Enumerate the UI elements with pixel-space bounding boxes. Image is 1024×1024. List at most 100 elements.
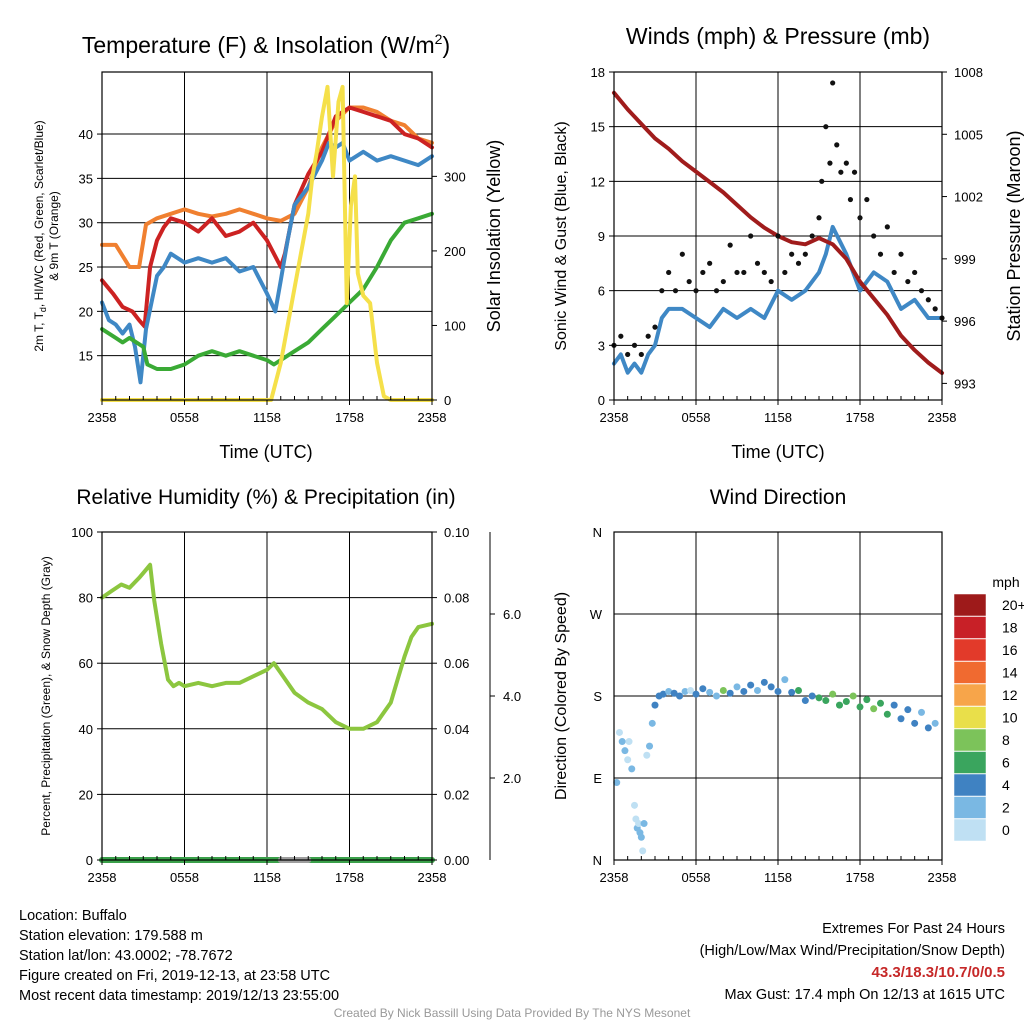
y-tick-label: 40 xyxy=(79,722,93,737)
gust-point xyxy=(843,160,849,166)
y-tick-label: 100 xyxy=(71,525,93,540)
gust-point xyxy=(847,196,854,203)
direction-point xyxy=(733,683,741,691)
y-tick-label: 6 xyxy=(598,284,605,299)
x-tick-label: 1158 xyxy=(253,410,281,425)
legend-swatch xyxy=(953,661,987,684)
x-tick-label: 1758 xyxy=(846,870,875,885)
y-tick-label: 60 xyxy=(79,656,93,671)
temperature-ylabel-right: Solar Insolation (Yellow) xyxy=(484,140,504,332)
direction-point xyxy=(897,715,905,723)
y-tick-label: 0 xyxy=(598,393,605,408)
gust-point xyxy=(838,169,844,175)
gust-point xyxy=(754,260,761,266)
x-tick-label: 1758 xyxy=(335,410,364,425)
x-tick-label: 2358 xyxy=(600,870,629,885)
temperature-ylabel-line2: & 9m T (Orange) xyxy=(47,191,61,281)
gust-point xyxy=(727,242,733,248)
legend-swatch xyxy=(953,616,987,639)
legend-label: 16 xyxy=(1002,642,1018,658)
x-tick-label: 1158 xyxy=(764,410,792,425)
extremes-subtitle: (High/Low/Max Wind/Precipitation/Snow De… xyxy=(699,943,1005,959)
direction-point xyxy=(740,687,748,695)
x-tick-label: 2358 xyxy=(88,870,117,885)
direction-point xyxy=(670,689,678,697)
station-info: Location: Buffalo Station elevation: 179… xyxy=(19,906,339,1006)
y-tick-label: 25 xyxy=(79,260,93,275)
credit-text: Created By Nick Bassill Using Data Provi… xyxy=(333,1006,691,1020)
gust-point xyxy=(741,269,747,276)
latlon-text: Station lat/lon: 43.0002; -78.7672 xyxy=(19,948,233,964)
temp_9m-line xyxy=(100,105,434,269)
direction-point xyxy=(849,692,857,700)
direction-point xyxy=(635,820,643,828)
x-tick-label: 2358 xyxy=(88,410,117,425)
speed-legend: mph 20+ 18 16 14 12 10 8 6 4 2 0 xyxy=(953,574,1024,842)
location-text: Location: Buffalo xyxy=(19,908,127,924)
direction-point xyxy=(836,701,843,709)
gust-point xyxy=(802,251,808,257)
legend-label: 6 xyxy=(1002,755,1010,771)
y-right-tick-label: 999 xyxy=(954,252,976,267)
gust-point xyxy=(830,80,836,86)
direction-point xyxy=(613,779,621,787)
direction-point xyxy=(863,696,871,704)
direction-point xyxy=(646,742,654,750)
gust-point xyxy=(720,278,726,285)
solar_insolation-line xyxy=(100,84,434,402)
y-right-tick-label: 0.06 xyxy=(444,656,469,671)
y-tick-label: 15 xyxy=(79,349,93,364)
direction-point xyxy=(706,688,714,696)
gust-point xyxy=(713,288,720,294)
direction-point xyxy=(760,678,768,686)
direction-point xyxy=(911,719,919,727)
gust-point xyxy=(864,196,870,203)
x-tick-label: 1158 xyxy=(764,870,792,885)
direction-point xyxy=(648,719,656,727)
gust-point xyxy=(652,324,658,330)
y-right-tick-label: 993 xyxy=(954,376,976,391)
legend-label: 8 xyxy=(1002,732,1010,748)
direction-point xyxy=(625,738,633,746)
extremes-values: 43.3/18.3/10.7/0/0.5 xyxy=(871,964,1005,981)
direction-point xyxy=(801,697,809,705)
winds-ylabel: Sonic Wind & Gust (Blue, Black) xyxy=(553,121,570,350)
direction-point xyxy=(747,681,755,689)
direction-panel: Wind Direction 2358 0558 1158 1758 2358 N E S W N… xyxy=(553,486,956,885)
direction-point xyxy=(774,687,782,695)
legend-swatch xyxy=(953,683,987,707)
direction-point xyxy=(870,705,878,713)
direction-point xyxy=(931,719,939,727)
direction-point xyxy=(788,688,796,696)
temperature-panel: Temperature (F) & Insolation (W/m2) 2358… xyxy=(32,31,504,462)
gust-point xyxy=(905,278,911,285)
dewpoint-line xyxy=(100,211,434,371)
direction-point xyxy=(665,687,673,695)
direction-point xyxy=(713,692,720,700)
winds-axes: 2358 0558 1158 1758 2358 0 3 6 9 12 15 18 993 996 999 1… xyxy=(591,65,983,425)
direction-point xyxy=(877,699,884,707)
gust-point xyxy=(827,160,833,166)
humidity-grid xyxy=(102,532,432,860)
direction-point xyxy=(699,685,707,693)
gust-point xyxy=(819,178,825,184)
x-tick-label: 2358 xyxy=(600,410,629,425)
x-tick-label: 2358 xyxy=(928,870,957,885)
y-right-tick-label: 200 xyxy=(444,244,466,259)
legend-swatch xyxy=(953,773,987,797)
direction-point xyxy=(692,690,700,698)
direction-point xyxy=(643,751,651,759)
gust-point xyxy=(645,333,651,339)
x-tick-label: 1758 xyxy=(846,410,875,425)
direction-title: Wind Direction xyxy=(710,486,847,509)
gust-point xyxy=(618,333,624,339)
y-right-tick-label: 0.00 xyxy=(444,853,469,868)
direction-point xyxy=(640,820,648,828)
y-right-tick-label: 1005 xyxy=(954,127,983,142)
direction-point xyxy=(829,690,837,698)
gust-point xyxy=(659,288,665,294)
humidity-ylabel: Percent, Precipitation (Green), & Snow D… xyxy=(39,556,53,835)
direction-point xyxy=(621,747,629,755)
direction-point xyxy=(918,708,925,716)
winds-panel: Winds (mph) & Pressure (mb) 2358 0558 1158… xyxy=(553,23,1024,462)
